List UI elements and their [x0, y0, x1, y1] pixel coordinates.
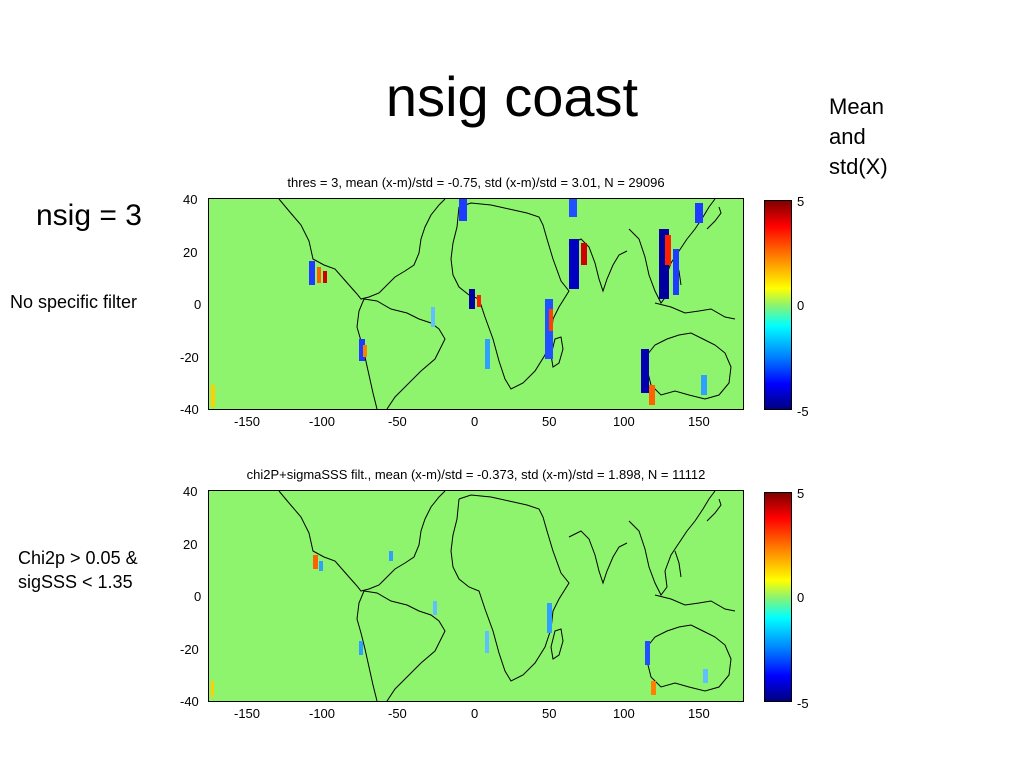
row2-label-line: sigSSS < 1.35 — [18, 572, 133, 592]
x-tick: -100 — [309, 414, 336, 429]
anomaly-mark — [673, 249, 679, 295]
anomaly-mark — [389, 551, 393, 561]
anomaly-mark — [695, 203, 703, 223]
colorbar-tick: 0 — [797, 298, 805, 313]
anomaly-mark — [645, 641, 650, 665]
y-tick: 0 — [194, 297, 202, 312]
anomaly-mark — [319, 561, 323, 571]
colorbar-tick: 5 — [797, 486, 805, 501]
x-tick: 150 — [688, 706, 710, 721]
anomaly-mark — [313, 555, 318, 569]
anomaly-mark — [649, 385, 655, 405]
coastline-japan — [706, 498, 722, 522]
row1-sub-label: No specific filter — [10, 292, 138, 312]
anomaly-markers — [211, 551, 708, 697]
coastline-southeast-asia — [628, 491, 716, 596]
colorbar-tick: 0 — [797, 590, 805, 605]
slide-title: nsig coast — [385, 65, 639, 128]
coastline-indonesia — [654, 594, 736, 612]
map-svg — [211, 491, 736, 701]
coastline-philippines — [674, 550, 682, 578]
x-tick: -50 — [388, 706, 407, 721]
map-title: thres = 3, mean (x-m)/std = -0.75, std (… — [287, 175, 665, 190]
anomaly-mark — [703, 669, 708, 683]
map-svg — [211, 199, 736, 409]
x-tick: -50 — [388, 414, 407, 429]
anomaly-mark — [659, 229, 669, 299]
coastline-north-america — [278, 491, 446, 592]
anomaly-mark — [569, 199, 577, 217]
anomaly-mark — [485, 339, 490, 369]
anomaly-mark — [459, 199, 467, 221]
y-tick: 20 — [183, 245, 198, 260]
note-line: Mean — [829, 94, 885, 119]
x-tick: 50 — [542, 706, 557, 721]
x-tick: 100 — [613, 414, 635, 429]
y-tick: -40 — [180, 402, 199, 417]
map-title: chi2P+sigmaSSS filt., mean (x-m)/std = -… — [246, 467, 706, 482]
coastlines — [278, 491, 736, 701]
world-map-plot — [208, 198, 744, 410]
anomaly-mark — [433, 601, 437, 615]
coastline-australia — [646, 624, 732, 692]
anomaly-mark — [485, 631, 489, 653]
row1-label: nsig = 3 — [36, 199, 142, 232]
anomaly-mark — [363, 345, 367, 357]
anomaly-mark — [665, 235, 671, 265]
anomaly-mark — [477, 295, 481, 307]
x-tick: -150 — [234, 414, 261, 429]
colorbar-tick: -5 — [797, 696, 809, 711]
coastline-australia — [646, 332, 732, 400]
y-tick: -20 — [180, 642, 199, 657]
anomaly-markers — [211, 199, 707, 407]
y-tick: -40 — [180, 694, 199, 709]
coastline-africa — [450, 494, 570, 682]
anomaly-mark — [359, 641, 363, 655]
coastline-south-america — [356, 590, 446, 701]
mean-std-note: Mean and std(X) — [829, 92, 888, 182]
anomaly-mark — [547, 603, 552, 633]
anomaly-mark — [323, 271, 327, 283]
y-tick: 40 — [183, 484, 198, 499]
colorbar — [764, 492, 792, 702]
coastline-madagascar — [550, 628, 564, 660]
coastline-japan — [706, 206, 722, 230]
note-line: std(X) — [829, 154, 888, 179]
x-tick: -100 — [309, 706, 336, 721]
anomaly-mark — [317, 267, 321, 283]
anomaly-mark — [211, 681, 214, 697]
row2-label-line: Chi2p > 0.05 & — [18, 548, 138, 568]
note-line: and — [829, 124, 866, 149]
anomaly-mark — [309, 261, 315, 285]
x-tick: -150 — [234, 706, 261, 721]
colorbar-tick: -5 — [797, 404, 809, 419]
anomaly-mark — [651, 681, 656, 695]
colorbar-tick: 5 — [797, 194, 805, 209]
row2-label: Chi2p > 0.05 & sigSSS < 1.35 — [18, 546, 138, 594]
coastline-africa — [450, 202, 570, 390]
x-tick: 150 — [688, 414, 710, 429]
coastline-india — [568, 530, 628, 585]
world-map-plot — [208, 490, 744, 702]
anomaly-mark — [641, 349, 649, 393]
coastline-indonesia — [654, 302, 736, 320]
x-tick: 0 — [471, 414, 479, 429]
colorbar — [764, 200, 792, 410]
anomaly-mark — [359, 339, 365, 361]
anomaly-mark — [701, 375, 707, 395]
y-tick: 0 — [194, 589, 202, 604]
x-tick: 100 — [613, 706, 635, 721]
y-tick: -20 — [180, 350, 199, 365]
coastline-north-america — [278, 199, 446, 300]
anomaly-mark — [211, 385, 215, 407]
anomaly-mark — [549, 309, 553, 331]
anomaly-mark — [469, 289, 475, 309]
y-tick: 20 — [183, 537, 198, 552]
anomaly-mark — [431, 307, 435, 327]
x-tick: 0 — [471, 706, 479, 721]
anomaly-mark — [569, 239, 579, 289]
anomaly-mark — [581, 243, 587, 265]
y-tick: 40 — [183, 192, 198, 207]
x-tick: 50 — [542, 414, 557, 429]
